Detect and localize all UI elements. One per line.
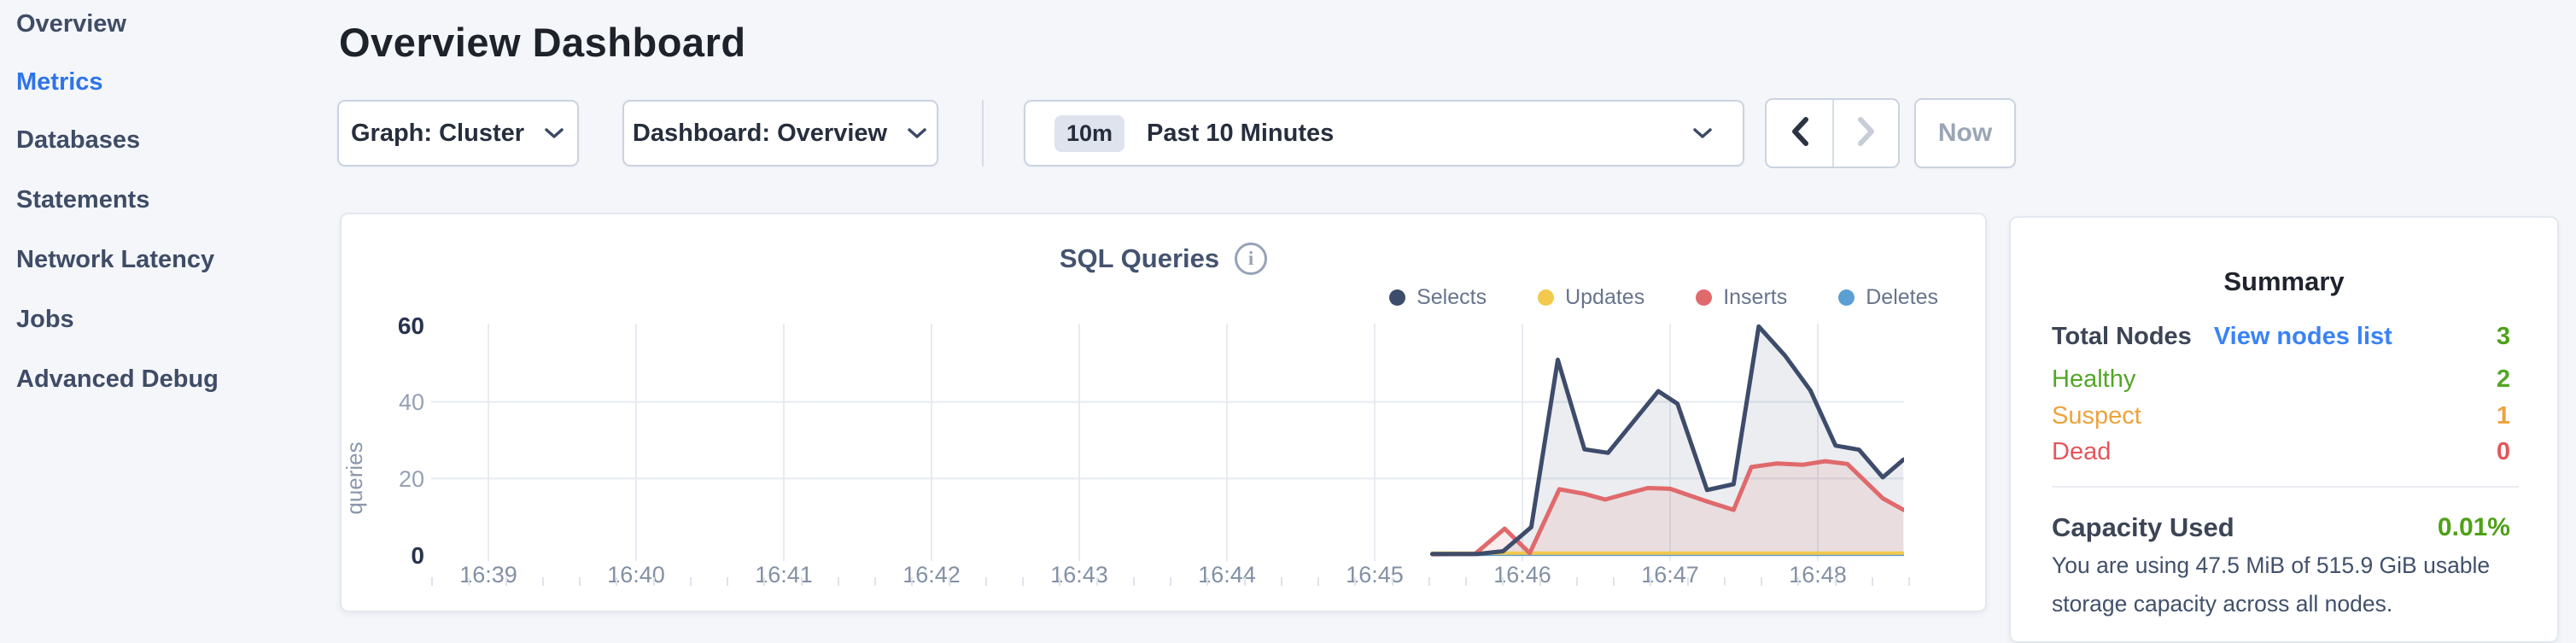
healthy-label: Healthy xyxy=(2052,365,2136,393)
info-icon[interactable]: i xyxy=(1235,243,1268,275)
series-selects-area xyxy=(1432,326,1904,555)
now-button[interactable]: Now xyxy=(1914,98,2016,168)
inserts-dot-icon xyxy=(1696,289,1713,306)
time-step-buttons xyxy=(1765,98,1900,168)
chevron-left-icon xyxy=(1787,114,1813,153)
legend-item-deletes: Deletes xyxy=(1838,285,1938,310)
suspect-label: Suspect xyxy=(2052,402,2141,430)
dashboard-dropdown-label: Dashboard: Overview xyxy=(632,119,888,147)
view-nodes-list-link[interactable]: View nodes list xyxy=(2213,323,2392,350)
legend-item-selects: Selects xyxy=(1389,285,1487,310)
dead-row: Dead 0 xyxy=(2052,438,2510,466)
time-range-label: Past 10 Minutes xyxy=(1147,119,1335,147)
healthy-value: 2 xyxy=(2496,365,2510,393)
summary-card xyxy=(2009,216,2559,643)
healthy-row: Healthy 2 xyxy=(2052,365,2510,394)
time-range-dropdown[interactable]: 10m Past 10 Minutes xyxy=(1024,100,1744,167)
updates-dot-icon xyxy=(1538,289,1555,306)
sidebar-item-jobs[interactable]: Jobs xyxy=(16,305,74,333)
sidebar-item-statements[interactable]: Statements xyxy=(16,185,150,213)
capacity-row: Capacity Used 0.01% xyxy=(2052,512,2510,543)
dead-value: 0 xyxy=(2496,438,2510,465)
deletes-dot-icon xyxy=(1838,289,1855,306)
sidebar-item-network-latency[interactable]: Network Latency xyxy=(16,245,215,273)
selects-dot-icon xyxy=(1389,289,1406,306)
summary-title: Summary xyxy=(2223,266,2345,296)
previous-time-button[interactable] xyxy=(1767,100,1832,167)
y-tick-0: 0 xyxy=(411,542,424,569)
chevron-down-icon xyxy=(543,126,565,141)
series-selects-line xyxy=(1430,324,1904,557)
graph-dropdown[interactable]: Graph: Cluster xyxy=(337,100,579,167)
chart-header: SQL Queries i xyxy=(340,243,1987,275)
next-time-button[interactable] xyxy=(1832,100,1898,167)
suspect-value: 1 xyxy=(2496,402,2510,430)
graph-dropdown-label: Graph: Cluster xyxy=(350,119,525,147)
y-tick-20: 20 xyxy=(398,466,424,492)
capacity-label: Capacity Used xyxy=(2052,512,2234,542)
chart-title: SQL Queries xyxy=(1059,243,1220,273)
chevron-right-icon xyxy=(1854,114,1879,153)
y-tick-60: 60 xyxy=(397,313,424,339)
total-nodes-value: 3 xyxy=(2496,323,2510,350)
dashboard-dropdown[interactable]: Dashboard: Overview xyxy=(622,100,938,167)
sidebar-item-metrics[interactable]: Metrics xyxy=(16,67,103,96)
series-inserts-area xyxy=(1432,461,1904,555)
sidebar-item-advanced-debug[interactable]: Advanced Debug xyxy=(16,365,219,393)
capacity-value: 0.01% xyxy=(2437,513,2510,541)
series-inserts-line xyxy=(1430,459,1904,557)
capacity-description: You are using 47.5 MiB of 515.9 GiB usab… xyxy=(2052,552,2491,617)
legend-item-updates: Updates xyxy=(1538,285,1644,310)
summary-divider xyxy=(2052,486,2519,488)
chart-legend: Selects Updates Inserts Deletes xyxy=(340,285,1938,310)
total-nodes-label: Total Nodes xyxy=(2052,323,2192,350)
sql-queries-card xyxy=(340,213,1987,612)
sql-queries-chart xyxy=(431,324,1904,561)
page-title: Overview Dashboard xyxy=(339,20,746,65)
chevron-down-icon xyxy=(906,126,928,141)
sidebar-item-databases[interactable]: Databases xyxy=(16,126,141,154)
toolbar-divider xyxy=(982,100,984,167)
dead-label: Dead xyxy=(2052,438,2112,465)
sidebar-item-overview[interactable]: Overview xyxy=(16,9,126,38)
total-nodes-row: Total Nodes View nodes list 3 xyxy=(2052,323,2510,351)
legend-item-inserts: Inserts xyxy=(1696,285,1787,310)
suspect-row: Suspect 1 xyxy=(2052,402,2510,430)
chevron-down-icon xyxy=(1691,126,1714,141)
time-range-badge: 10m xyxy=(1054,114,1125,152)
y-tick-40: 40 xyxy=(398,389,424,415)
